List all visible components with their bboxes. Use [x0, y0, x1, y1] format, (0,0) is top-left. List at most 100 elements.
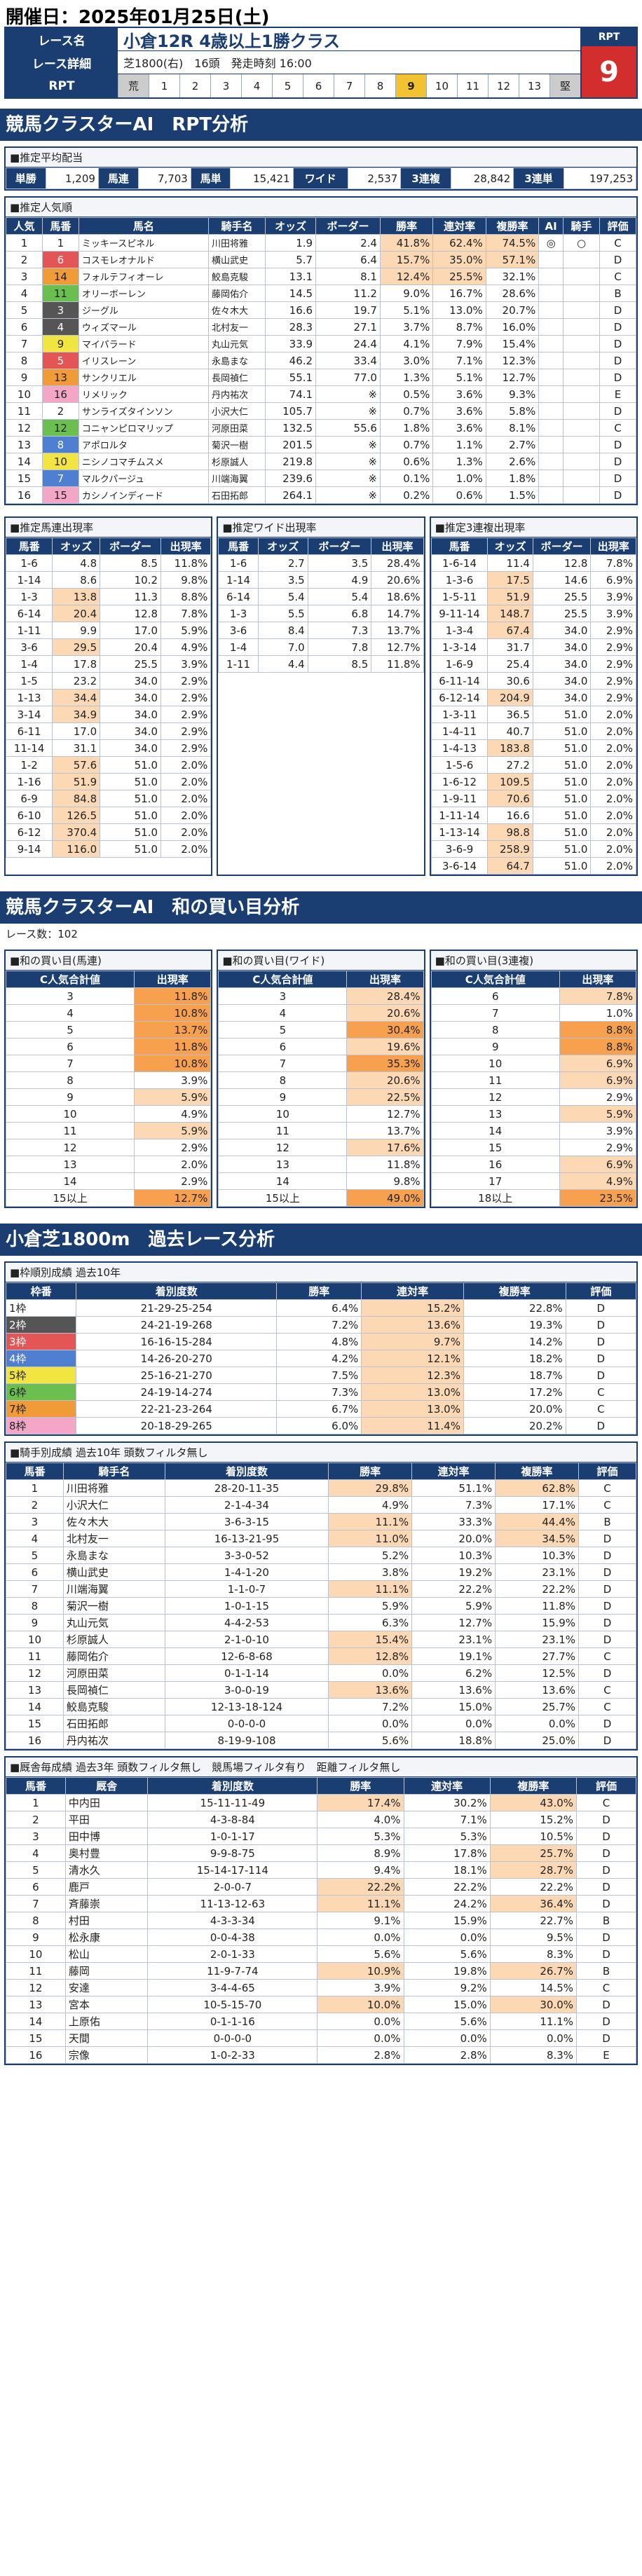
table-cell: 3.6%	[432, 402, 486, 420]
table-cell: 34.0	[532, 622, 592, 639]
table-cell: D	[578, 1530, 636, 1547]
table-cell: 12.8%	[328, 1647, 413, 1665]
section-wa: 競馬クラスターAI 和の買い目分析	[0, 891, 642, 924]
table-cell: 6	[6, 318, 43, 336]
table-cell: 1-4	[218, 638, 259, 656]
table-cell: D	[599, 251, 636, 268]
table-cell: 7.9%	[432, 335, 486, 352]
table-cell: 4	[6, 1530, 64, 1547]
table-cell: D	[565, 1366, 637, 1384]
rpt-badge: RPT 9	[580, 28, 636, 97]
table-cell: 16.0%	[485, 318, 540, 336]
table-cell: D	[578, 1664, 636, 1682]
table-cell: 18.1%	[403, 1861, 491, 1879]
table-cell: 2	[6, 251, 43, 268]
column-header: 馬番	[41, 217, 79, 235]
table-cell: 2.4	[315, 234, 381, 252]
table-cell: 10.8%	[134, 1055, 212, 1072]
table-cell: 40.7	[487, 722, 533, 740]
table-cell: 6.9%	[559, 1156, 636, 1173]
table-cell: 11.4	[487, 554, 533, 572]
table-cell: 4	[41, 318, 79, 336]
table-cell: 19.6%	[346, 1038, 424, 1055]
table-cell: 4.8	[52, 554, 101, 572]
table-cell: 6-14	[5, 605, 53, 622]
table-row: 4 北村友一 16-13-21-95 11.0% 20.0% 34.5% D	[6, 1530, 636, 1547]
table-cell: 11-14	[5, 739, 53, 757]
table-row: 1 中内田 15-11-11-49 17.4% 30.2% 43.0% C	[6, 1794, 636, 1811]
table-row: 1-4 7.0 7.8 12.7%	[218, 638, 424, 656]
table-cell	[563, 352, 601, 369]
table-row: 11 6.9%	[430, 1071, 636, 1089]
table-cell: 田中博	[64, 1828, 149, 1845]
column-header: 馬番	[5, 537, 53, 555]
table-cell: 0.0%	[317, 2013, 404, 2030]
race-info: レース名 小倉12R 4歳以上1勝クラス レース詳細 芝1800(右) 16頭 発走…	[4, 27, 638, 99]
table-cell: 宮本	[64, 1996, 149, 2013]
table-cell: 9	[6, 1614, 64, 1631]
table-cell: 1.0%	[432, 470, 486, 487]
race-name: 小倉12R 4歳以上1勝クラス	[123, 31, 341, 51]
table-cell: 1-13-14	[430, 823, 489, 841]
table-cell: 24-19-14-274	[76, 1383, 278, 1401]
table-cell: 11.1%	[317, 1895, 404, 1912]
table-cell: E	[599, 385, 636, 403]
table-cell: 11.8%	[495, 1597, 580, 1615]
column-header: 勝率	[317, 1777, 404, 1795]
table-cell: 2.0%	[160, 807, 212, 824]
table-cell: 3.6%	[432, 385, 486, 403]
table-cell: ウィズマール	[78, 318, 209, 336]
table-cell: 丸山元気	[62, 1614, 165, 1631]
table-cell: 22.2%	[317, 1878, 404, 1896]
table-cell: 2.0%	[590, 857, 636, 875]
column-header: 着別度数	[76, 1282, 278, 1300]
table-cell: 51.0	[100, 773, 161, 790]
table-cell: 宗像	[64, 2046, 149, 2064]
table-cell: 22-21-23-264	[76, 1400, 278, 1418]
table-row: 3 14 フォルテフィオーレ 鮫島克駿 13.1 8.1 12.4% 25.5% 32.1% C	[6, 268, 636, 285]
table-row: 8 5 イリスレーン 永島まな 46.2 33.4 3.0% 7.1% 12.3% D	[6, 352, 636, 369]
table-cell: 10.3%	[495, 1547, 580, 1564]
table-cell: 3枠	[5, 1333, 77, 1350]
table-cell: 62.4%	[432, 234, 486, 252]
table-cell: 3-6-14	[430, 857, 489, 875]
table-row: 15 2.9%	[430, 1139, 636, 1156]
table-cell: 18.2%	[463, 1350, 566, 1367]
table-cell: 2-0-1-33	[147, 1945, 318, 1963]
table-row: 16 15 カシノインディード 石田拓郎 264.1 ※ 0.2% 0.6% 1.5% D	[6, 486, 636, 504]
table-cell: 5.3%	[403, 1828, 491, 1845]
table-cell: 1.5%	[485, 486, 540, 504]
table-cell: 2.0%	[160, 790, 212, 807]
table-row: 14 鮫島克駿 12-13-18-124 7.2% 15.0% 25.7% C	[6, 1698, 636, 1715]
table-cell: 4.9%	[160, 638, 212, 656]
table-cell: 8.8%	[559, 1038, 636, 1055]
table-cell: 1-3	[5, 588, 53, 605]
table-row: 8 20.6%	[218, 1071, 424, 1089]
table-row: 13 5.9%	[430, 1105, 636, 1123]
table-cell: 8	[6, 1912, 66, 1929]
table-cell: 杉原誠人	[62, 1631, 165, 1648]
table-row: 9 22.5%	[218, 1088, 424, 1106]
table-cell: アポロルタ	[78, 436, 209, 453]
table-cell: 24.4	[315, 335, 381, 352]
column-header: 馬番	[6, 1462, 64, 1480]
table-cell	[538, 486, 564, 504]
table-cell: 13.0%	[432, 301, 486, 319]
table-cell: C	[599, 234, 636, 252]
table-cell: 7.8%	[160, 605, 212, 622]
table-cell: 23.1%	[495, 1631, 580, 1648]
table-cell: 奥村豊	[64, 1844, 149, 1862]
column-header: 厩舎	[64, 1777, 149, 1795]
table-cell: 9	[5, 1088, 135, 1106]
table-cell: 19.3%	[463, 1316, 566, 1334]
table-row: 10 16 リメリック 丹内祐次 74.1 ※ 0.5% 3.6% 9.3% E	[6, 385, 636, 403]
column-header: 出現率	[134, 971, 212, 988]
table-cell: 132.5	[265, 419, 317, 437]
rpt-scale-cell: 9	[395, 74, 426, 97]
table-cell: 11.2	[315, 285, 381, 302]
table-cell: 0.0%	[495, 1715, 580, 1732]
table-cell: イリスレーン	[78, 352, 209, 369]
table-cell: 7.0	[257, 638, 308, 656]
table-cell: 佐々木大	[207, 301, 266, 319]
table-cell: 0.7%	[379, 402, 434, 420]
